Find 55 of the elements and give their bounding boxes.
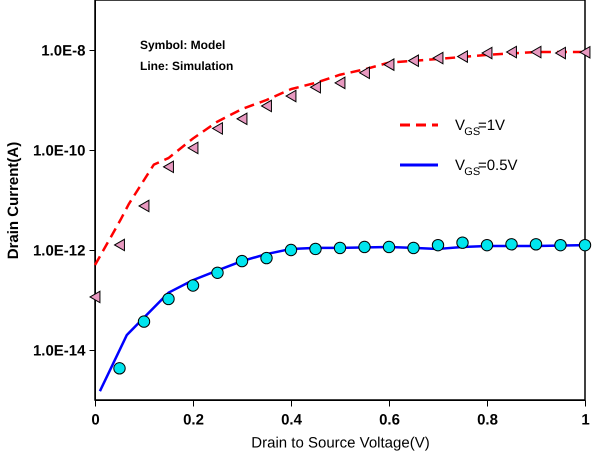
point (310, 81, 321, 94)
point (432, 238, 444, 252)
point (432, 52, 444, 64)
y-tick-label: 1.0E-14 (32, 342, 86, 360)
point (456, 236, 469, 249)
annotation: Symbol: Model (140, 38, 226, 52)
point (506, 46, 517, 58)
point (407, 242, 420, 254)
point (554, 238, 567, 252)
y-tick-label: 1.0E-10 (32, 142, 86, 160)
point (188, 142, 198, 154)
point (114, 238, 125, 252)
x-tick-label: 0.2 (183, 412, 204, 428)
y-axis-title: Drain Current(A) (4, 142, 22, 260)
x-axis-title: Drain to Source Voltage(V) (251, 434, 430, 452)
point (138, 315, 150, 328)
point (408, 54, 419, 67)
point (530, 46, 542, 58)
y-tick-label: 1.0E-12 (32, 242, 86, 260)
x-tick-label: 0.8 (477, 412, 498, 428)
point (236, 254, 248, 268)
point (162, 292, 175, 306)
point (138, 200, 150, 212)
point (309, 242, 322, 256)
point (284, 244, 298, 256)
point (334, 242, 346, 254)
point (480, 238, 494, 252)
point (384, 58, 394, 71)
annotation: Line: Simulation (140, 59, 234, 73)
point (334, 76, 346, 90)
point (580, 46, 590, 58)
point (260, 252, 273, 264)
point (186, 279, 200, 292)
point (505, 238, 518, 250)
point (530, 238, 542, 250)
point (457, 50, 468, 63)
point (578, 238, 592, 252)
point (286, 90, 296, 102)
point (236, 112, 248, 126)
point (261, 100, 272, 112)
point (382, 240, 396, 254)
point (212, 122, 223, 135)
y-tick-label: 1.0E-8 (41, 42, 86, 60)
point (359, 66, 370, 79)
point (358, 240, 371, 254)
x-tick-label: 0.6 (379, 412, 400, 428)
point (482, 46, 492, 60)
point (113, 362, 126, 375)
point (555, 46, 566, 60)
x-tick-label: 0.4 (281, 412, 303, 428)
point (211, 266, 224, 279)
x-tick-label: 1 (581, 412, 590, 428)
x-tick-label: 0 (91, 412, 100, 428)
point (163, 160, 174, 174)
point (90, 290, 100, 304)
